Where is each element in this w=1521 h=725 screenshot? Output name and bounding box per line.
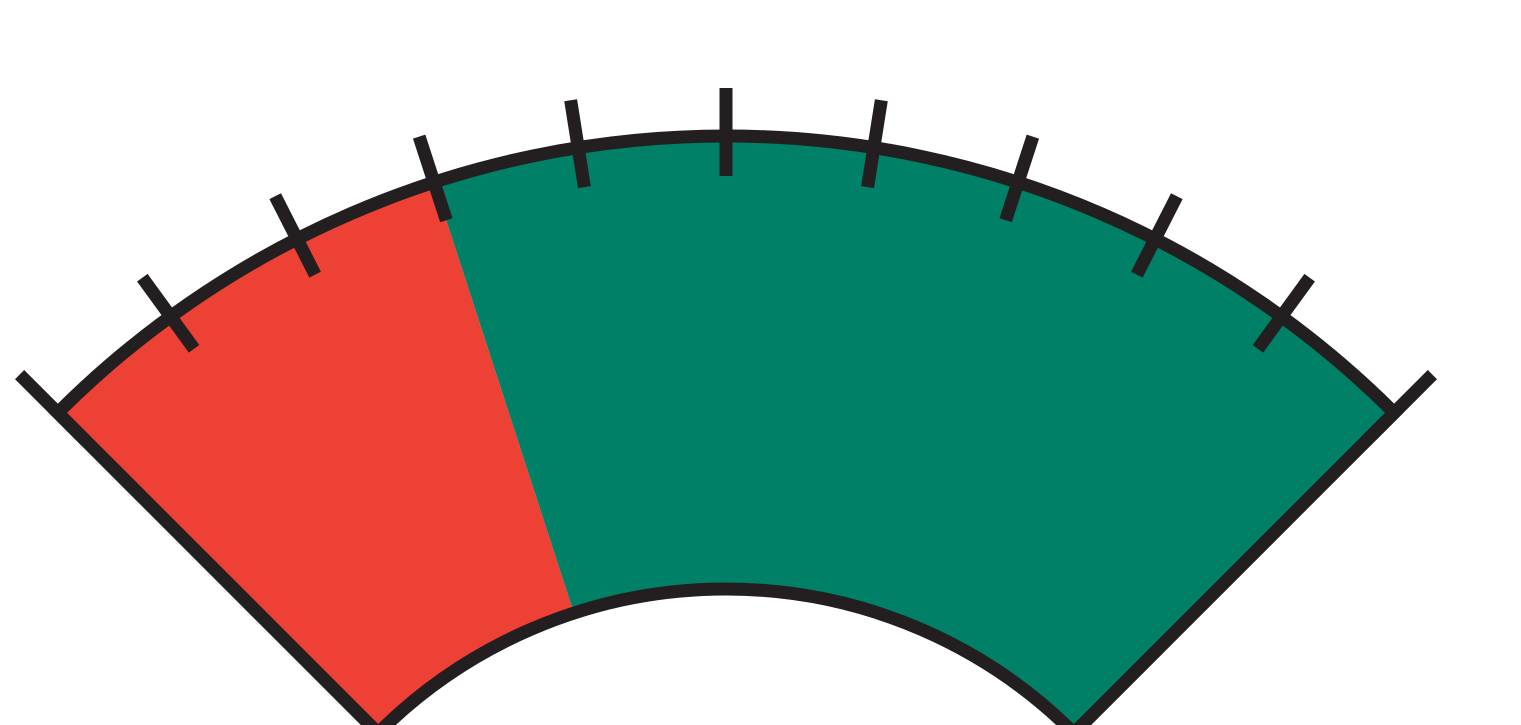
tick-mark — [1361, 370, 1437, 446]
tick-mark — [15, 370, 91, 446]
red-zone — [57, 182, 574, 725]
tick-mark — [1252, 273, 1315, 353]
tick-mark — [1131, 193, 1183, 278]
tick-mark — [861, 99, 888, 189]
tick-mark — [999, 134, 1040, 223]
tick-mark — [137, 273, 200, 353]
gauge-ticks — [15, 88, 1437, 446]
green-zone — [433, 136, 1395, 725]
tick-mark — [412, 134, 453, 223]
tick-mark — [564, 99, 591, 189]
gauge-zones — [57, 136, 1395, 725]
tick-mark — [269, 193, 321, 278]
